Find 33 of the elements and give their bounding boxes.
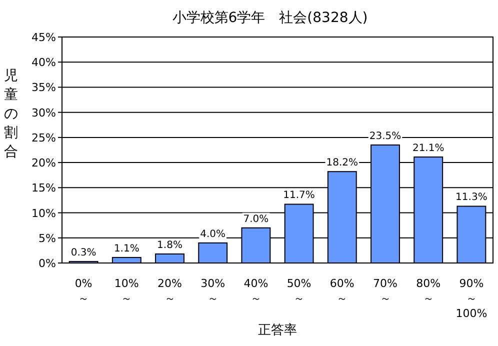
x-tick-label: 20% ～ — [158, 277, 182, 305]
x-tick-label: 90% ～ 100% — [456, 277, 488, 320]
y-tick-label: 15% — [32, 182, 56, 195]
x-tick-label: 10% ～ — [114, 277, 139, 305]
data-label: 0.3% — [70, 247, 96, 258]
y-tick-label: 0% — [38, 257, 56, 270]
x-tick-label: 50% ～ — [286, 277, 312, 305]
y-tick-label: 40% — [32, 56, 56, 70]
y-tick-label: 45% — [32, 31, 56, 44]
chart-title: 小学校第6学年 社会(8328人) — [172, 10, 368, 26]
data-label: 11.7% — [283, 190, 315, 202]
x-tick-label: 30% ～ — [200, 277, 226, 305]
x-tick-label: 80% ～ — [416, 277, 441, 305]
data-label: 23.5% — [369, 130, 402, 142]
x-tick-label: 0% ～ — [74, 277, 92, 305]
x-tick-label: 40% ～ — [244, 277, 268, 305]
y-axis-title: 児童の割合 — [4, 68, 18, 160]
data-label: 18.2% — [326, 158, 358, 169]
y-tick-label: 35% — [32, 81, 56, 94]
data-label: 4.0% — [200, 228, 226, 240]
data-label: 1.1% — [114, 243, 140, 254]
x-tick-label: 70% ～ — [373, 277, 398, 305]
data-label: 1.8% — [157, 240, 182, 251]
data-label: 7.0% — [243, 214, 269, 225]
y-tick-label: 30% — [32, 106, 56, 120]
y-tick-label: 20% — [32, 156, 56, 170]
x-axis-title: 正答率 — [258, 322, 297, 338]
data-label: 21.1% — [412, 143, 444, 154]
x-tick-label: 60% ～ — [330, 277, 354, 305]
data-label: 11.3% — [456, 192, 488, 204]
y-tick-label: 5% — [38, 232, 56, 245]
y-tick-label: 25% — [32, 131, 56, 144]
y-tick-label: 10% — [32, 206, 56, 220]
